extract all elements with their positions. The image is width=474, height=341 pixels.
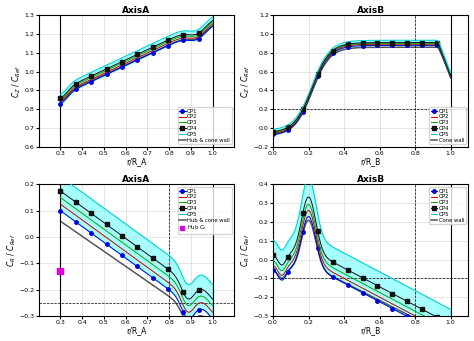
X-axis label: r/R_A: r/R_A <box>126 326 146 336</box>
Legend: OP1, OP2, OP3, OP4, OP5, Hub & cone wall: OP1, OP2, OP3, OP4, OP5, Hub & cone wall <box>178 107 232 144</box>
Y-axis label: $C_R$ / $C_{Ref}$: $C_R$ / $C_{Ref}$ <box>6 233 18 267</box>
Legend: OP1, OP2, OP3, OP4, OP5, Cone wall: OP1, OP2, OP3, OP4, OP5, Cone wall <box>429 187 466 224</box>
Y-axis label: $C_R$ / $C_{Ref}$: $C_R$ / $C_{Ref}$ <box>240 233 252 267</box>
Legend: OP1, OP2, OP3, OP4, OP5, Hub & cone wall, Hub $C_z$: OP1, OP2, OP3, OP4, OP5, Hub & cone wall… <box>178 187 232 234</box>
Y-axis label: $C_Z$ / $C_{Ref}$: $C_Z$ / $C_{Ref}$ <box>240 64 252 98</box>
X-axis label: r/R_B: r/R_B <box>361 157 381 166</box>
X-axis label: r/R_A: r/R_A <box>126 157 146 166</box>
Legend: OP1, OP2, OP3, OP4, OP5, Cone wall: OP1, OP2, OP3, OP4, OP5, Cone wall <box>429 107 466 144</box>
Title: AxisB: AxisB <box>356 5 385 15</box>
Title: AxisA: AxisA <box>122 175 151 184</box>
Y-axis label: $C_Z$ / $C_{Ref}$: $C_Z$ / $C_{Ref}$ <box>11 64 23 98</box>
Title: AxisA: AxisA <box>122 5 151 15</box>
Title: AxisB: AxisB <box>356 175 385 184</box>
X-axis label: r/R_B: r/R_B <box>361 326 381 336</box>
